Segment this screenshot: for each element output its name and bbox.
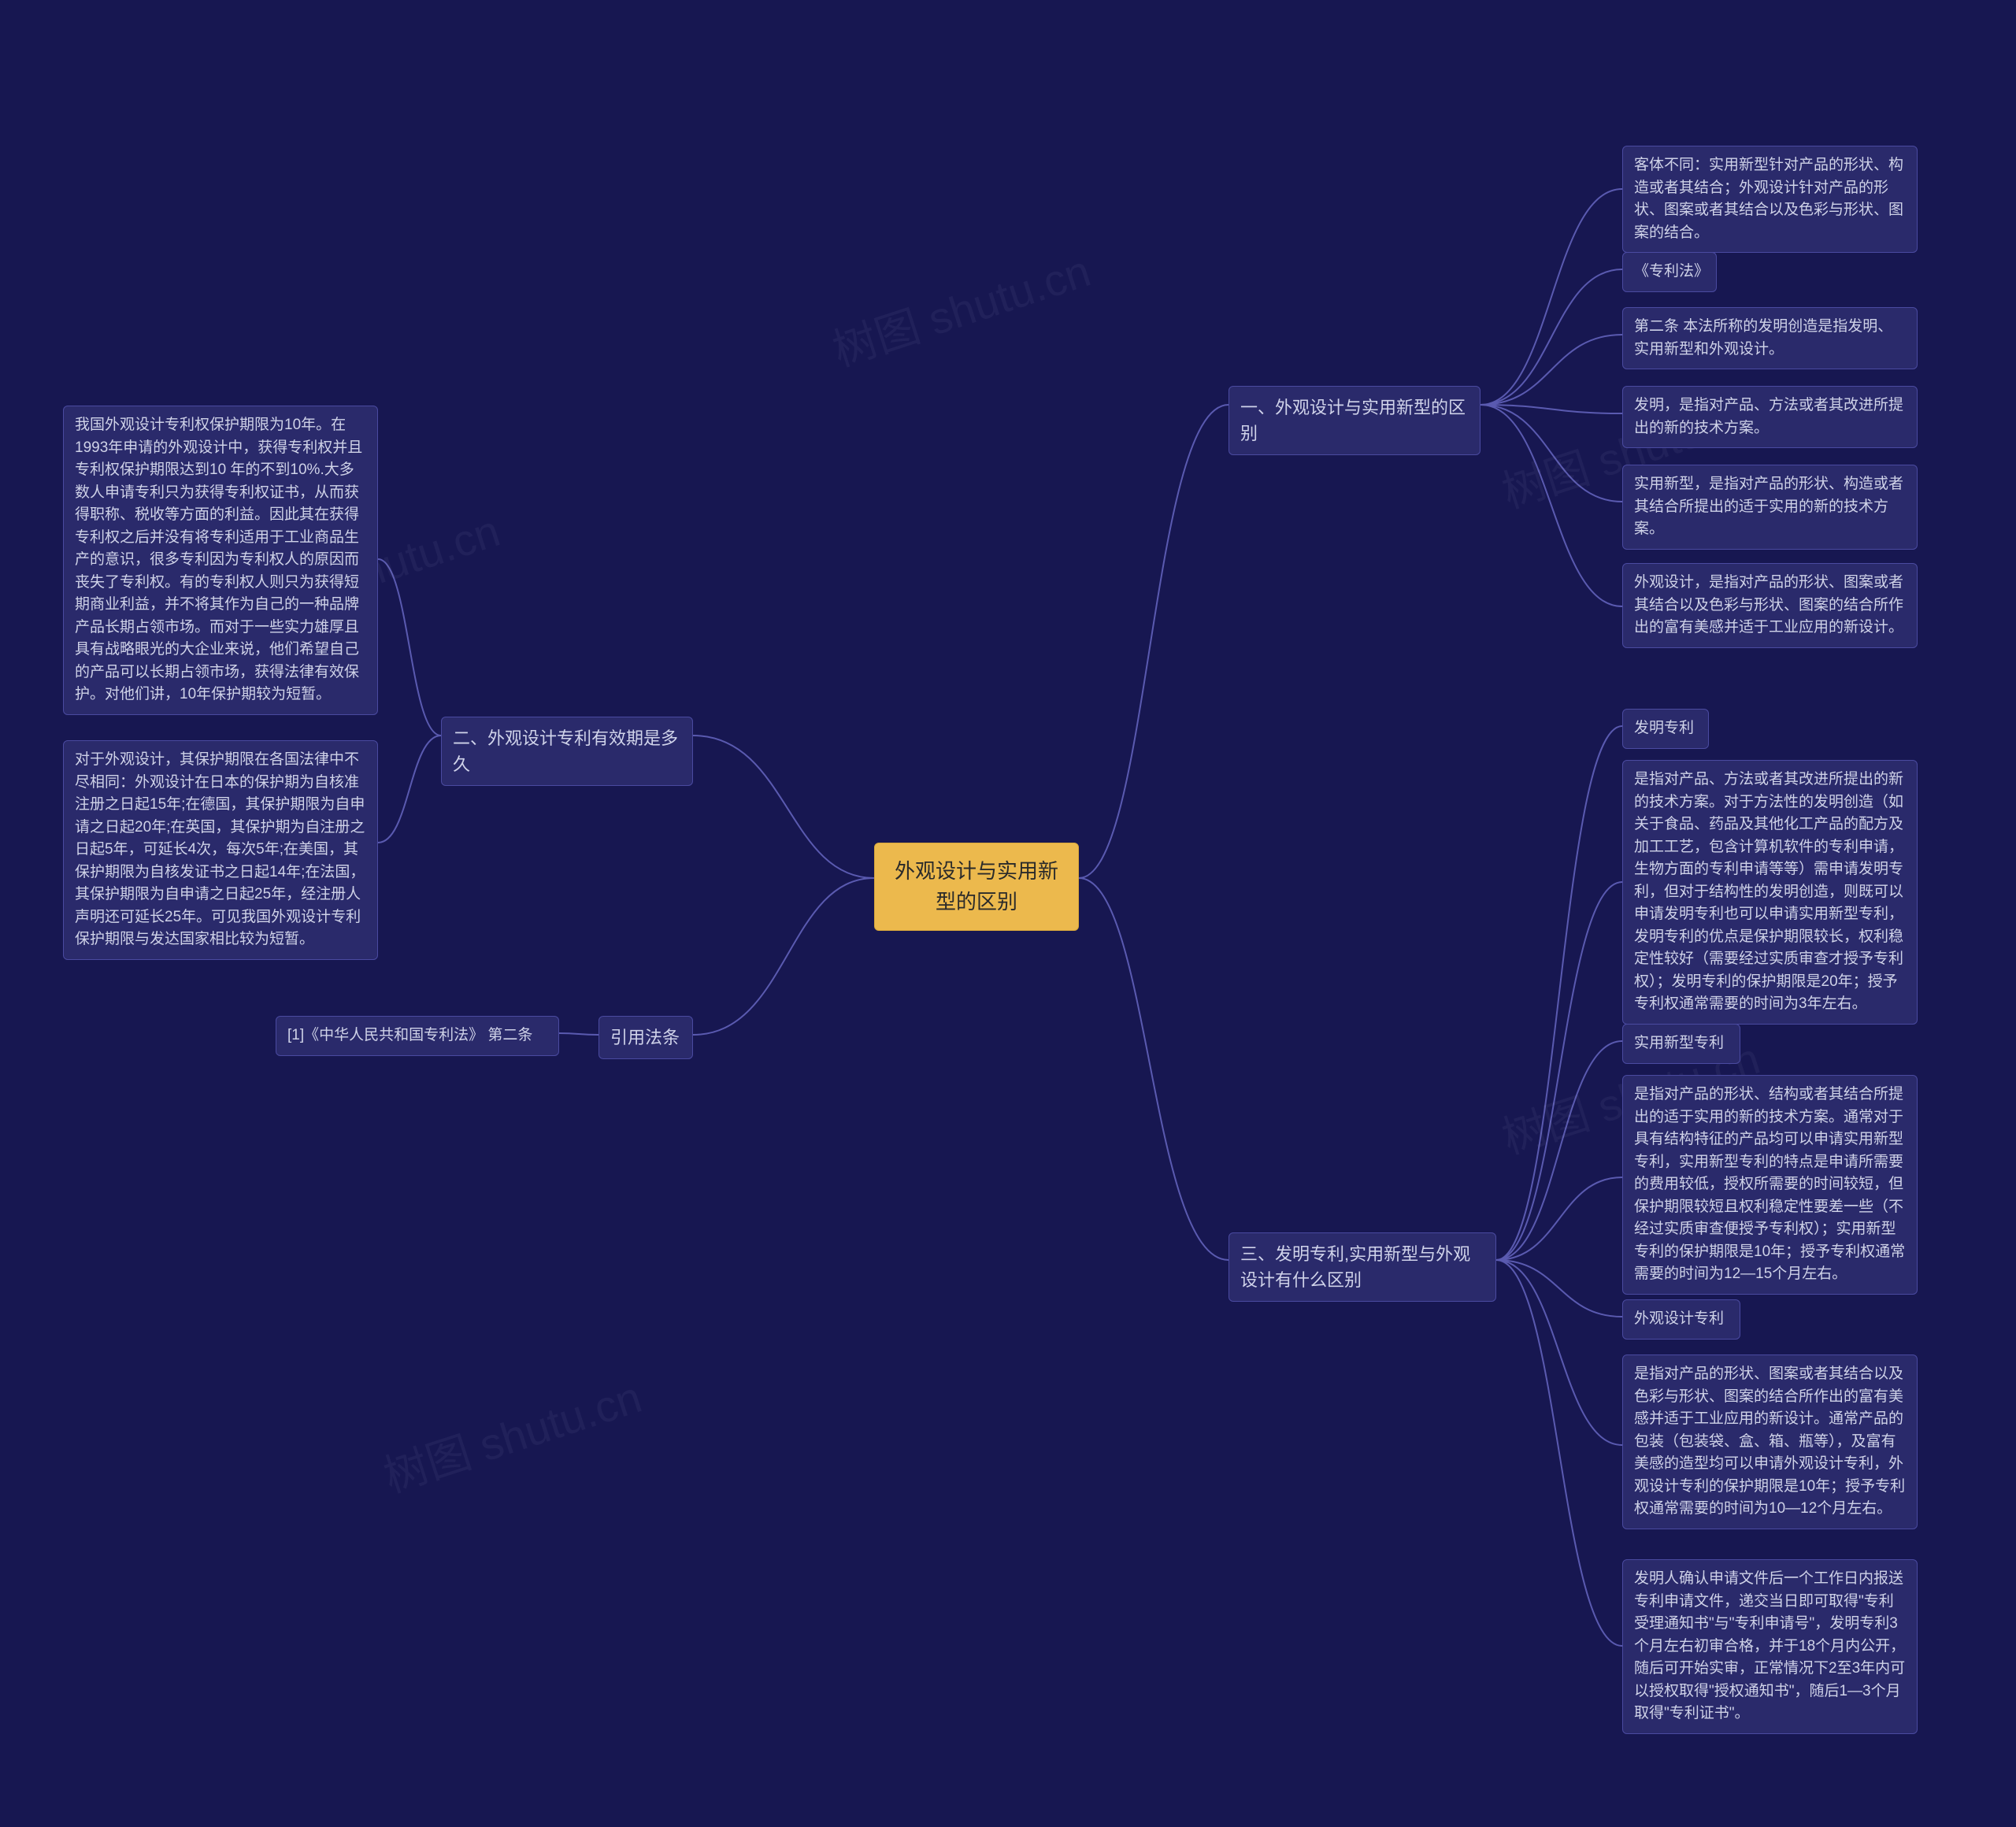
edge-b3-l2 bbox=[1496, 882, 1622, 1260]
edge-root-b3 bbox=[1079, 878, 1228, 1260]
leaf-b1-2[interactable]: 《专利法》 bbox=[1622, 252, 1717, 292]
edge-b3-l5 bbox=[1496, 1260, 1622, 1317]
edge-b1-l3 bbox=[1480, 335, 1622, 405]
leaf-b3-4[interactable]: 是指对产品的形状、结构或者其结合所提出的适于实用的新的技术方案。通常对于具有结构… bbox=[1622, 1075, 1918, 1295]
edge-b3-l1 bbox=[1496, 726, 1622, 1260]
branch-4[interactable]: 引用法条 bbox=[598, 1016, 693, 1059]
leaf-b1-5[interactable]: 实用新型，是指对产品的形状、构造或者其结合所提出的适于实用的新的技术方案。 bbox=[1622, 465, 1918, 550]
leaf-b3-1[interactable]: 发明专利 bbox=[1622, 709, 1709, 749]
leaf-b4-1[interactable]: [1]《中华人民共和国专利法》 第二条 bbox=[276, 1016, 559, 1056]
edge-b3-l3 bbox=[1496, 1041, 1622, 1260]
edge-b1-l6 bbox=[1480, 405, 1622, 606]
watermark: 树图 shutu.cn bbox=[824, 236, 1098, 380]
edge-b3-l7 bbox=[1496, 1260, 1622, 1646]
watermark: 树图 shutu.cn bbox=[375, 1362, 649, 1506]
edge-b1-l2 bbox=[1480, 269, 1622, 405]
edge-b1-l5 bbox=[1480, 405, 1622, 502]
leaf-b3-5[interactable]: 外观设计专利 bbox=[1622, 1299, 1740, 1340]
branch-1[interactable]: 一、外观设计与实用新型的区别 bbox=[1228, 386, 1480, 455]
edge-b1-l4 bbox=[1480, 405, 1622, 413]
leaf-b2-2[interactable]: 对于外观设计，其保护期限在各国法律中不尽相同：外观设计在日本的保护期为自核准注册… bbox=[63, 740, 378, 960]
leaf-b3-6[interactable]: 是指对产品的形状、图案或者其结合以及色彩与形状、图案的结合所作出的富有美感并适于… bbox=[1622, 1354, 1918, 1529]
leaf-b2-1[interactable]: 我国外观设计专利权保护期限为10年。在1993年申请的外观设计中，获得专利权并且… bbox=[63, 406, 378, 715]
edge-b1-l1 bbox=[1480, 189, 1622, 405]
leaf-b1-4[interactable]: 发明，是指对产品、方法或者其改进所提出的新的技术方案。 bbox=[1622, 386, 1918, 448]
root-node[interactable]: 外观设计与实用新型的区别 bbox=[874, 843, 1079, 931]
edge-b2-l1 bbox=[378, 559, 441, 736]
edge-b4-l1 bbox=[559, 1033, 598, 1035]
leaf-b3-2[interactable]: 是指对产品、方法或者其改进所提出的新的技术方案。对于方法性的发明创造（如关于食品… bbox=[1622, 760, 1918, 1025]
edge-b2-l2 bbox=[378, 736, 441, 843]
branch-2[interactable]: 二、外观设计专利有效期是多久 bbox=[441, 717, 693, 786]
leaf-b3-7[interactable]: 发明人确认申请文件后一个工作日内报送专利申请文件，递交当日即可取得"专利受理通知… bbox=[1622, 1559, 1918, 1734]
leaf-b3-3[interactable]: 实用新型专利 bbox=[1622, 1024, 1740, 1064]
edge-root-b1 bbox=[1079, 405, 1228, 878]
edge-root-b4 bbox=[693, 878, 874, 1035]
edge-b3-l6 bbox=[1496, 1260, 1622, 1445]
leaf-b1-1[interactable]: 客体不同：实用新型针对产品的形状、构造或者其结合；外观设计针对产品的形状、图案或… bbox=[1622, 146, 1918, 253]
leaf-b1-6[interactable]: 外观设计，是指对产品的形状、图案或者其结合以及色彩与形状、图案的结合所作出的富有… bbox=[1622, 563, 1918, 648]
leaf-b1-3[interactable]: 第二条 本法所称的发明创造是指发明、实用新型和外观设计。 bbox=[1622, 307, 1918, 369]
edge-b3-l4 bbox=[1496, 1177, 1622, 1260]
edge-root-b2 bbox=[693, 736, 874, 878]
branch-3[interactable]: 三、发明专利,实用新型与外观设计有什么区别 bbox=[1228, 1232, 1496, 1302]
